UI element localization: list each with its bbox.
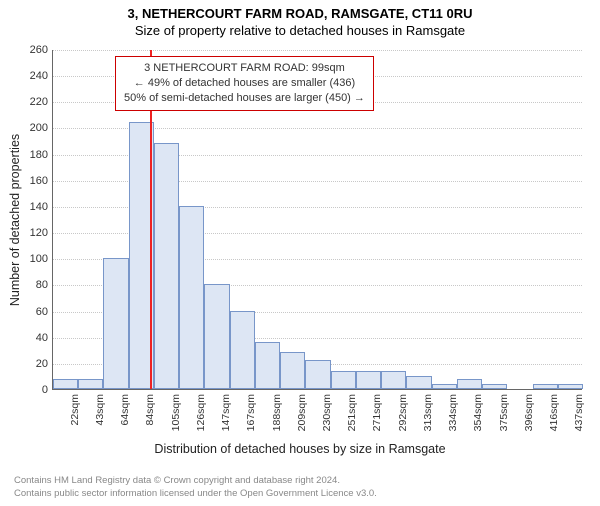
y-tick-label: 240 [8, 70, 48, 82]
histogram-bar [432, 384, 457, 389]
histogram-bar [482, 384, 507, 389]
copyright-notice: Contains HM Land Registry data © Crown c… [14, 475, 377, 500]
histogram-bar [381, 371, 406, 389]
y-tick-label: 100 [8, 253, 48, 265]
annotation-box: 3 NETHERCOURT FARM ROAD: 99sqm← 49% of d… [115, 56, 374, 111]
y-tick-label: 0 [8, 384, 48, 396]
histogram-bar [457, 379, 482, 389]
y-tick-label: 40 [8, 332, 48, 344]
annotation-line: 3 NETHERCOURT FARM ROAD: 99sqm [124, 61, 365, 76]
histogram-bar [331, 371, 356, 389]
y-tick-label: 160 [8, 175, 48, 187]
histogram-bar [305, 360, 330, 389]
histogram-bar [280, 352, 305, 389]
y-tick-label: 80 [8, 279, 48, 291]
page-title: 3, NETHERCOURT FARM ROAD, RAMSGATE, CT11… [0, 6, 600, 21]
histogram-bar [179, 206, 204, 389]
histogram-bar [255, 342, 280, 389]
histogram-bar [53, 379, 78, 389]
copyright-line-1: Contains HM Land Registry data © Crown c… [14, 475, 377, 487]
y-tick-label: 220 [8, 96, 48, 108]
y-tick-label: 180 [8, 149, 48, 161]
x-axis-label: Distribution of detached houses by size … [0, 442, 600, 456]
histogram-bar [356, 371, 381, 389]
histogram-bar [230, 311, 255, 389]
y-tick-label: 60 [8, 306, 48, 318]
y-tick-label: 20 [8, 358, 48, 370]
histogram-bar [533, 384, 558, 389]
y-tick-label: 260 [8, 44, 48, 56]
y-tick-label: 200 [8, 122, 48, 134]
y-tick-label: 120 [8, 227, 48, 239]
histogram-bar [204, 284, 229, 389]
annotation-line: 50% of semi-detached houses are larger (… [124, 91, 365, 106]
y-tick-label: 140 [8, 201, 48, 213]
annotation-line: ← 49% of detached houses are smaller (43… [124, 76, 365, 91]
histogram-bar [154, 143, 179, 389]
histogram-bar [558, 384, 583, 389]
histogram-bar [406, 376, 431, 389]
gridline [53, 50, 582, 51]
plot-region: 3 NETHERCOURT FARM ROAD: 99sqm← 49% of d… [52, 50, 582, 390]
histogram-bar [103, 258, 128, 389]
histogram-bar [78, 379, 103, 389]
copyright-line-2: Contains public sector information licen… [14, 488, 377, 500]
chart-area: 3 NETHERCOURT FARM ROAD: 99sqm← 49% of d… [52, 50, 582, 422]
page-subtitle: Size of property relative to detached ho… [0, 23, 600, 38]
